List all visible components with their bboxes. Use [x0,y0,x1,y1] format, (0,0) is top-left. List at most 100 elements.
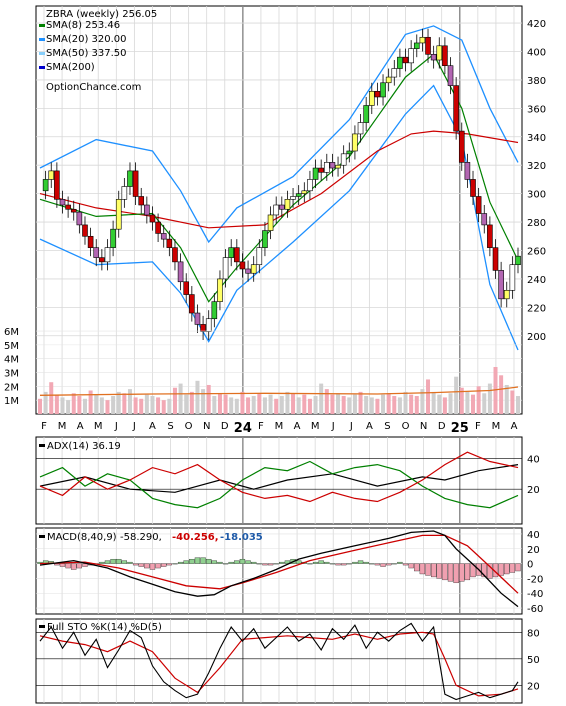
candle-body [189,294,195,314]
stochastic-legend-swatch [39,625,45,628]
x-axis-label: J [132,421,136,432]
candle-body [155,221,161,234]
candle-body [205,318,212,332]
volume-bar [369,397,374,414]
macd-histogram-bar [59,563,66,567]
x-axis-label: M [275,421,284,432]
volume-bar [184,394,189,414]
macd-histogram-bar [296,560,302,564]
adx-legend-swatch [39,444,45,447]
volume-bar [82,398,87,414]
macd-legend-swatch [39,535,45,538]
candle-body [498,270,504,300]
macd-histogram-bar [228,561,234,564]
macd-histogram-bar [341,563,347,566]
volume-bar [454,376,459,414]
candle-body [59,199,66,206]
volume-bar [341,396,346,414]
volume-bar [448,393,453,414]
candle-body [245,268,251,274]
y-tick-label: 240 [527,275,546,286]
volume-average-line [39,386,519,396]
macd-histogram-bar [251,561,257,564]
volume-tick-label: 2M [4,382,19,393]
candle-body [436,45,443,61]
chart-title: ZBRA (weekly) 256.05 [46,9,157,20]
volume-bar [493,367,498,414]
adx-panel: 20 40 ADX(14) 36.19 [35,436,540,525]
macd-histogram-bar [335,563,341,566]
x-axis-label: S [167,421,173,432]
volume-bar [178,383,183,414]
macd-histogram-bar [127,561,133,564]
macd-histogram-bar [436,563,442,579]
volume-bar [262,397,267,414]
stochastic-k-line [39,622,519,701]
x-axis-label: A [149,421,156,432]
volume-bar [403,391,408,414]
volume-bar [94,394,99,414]
volume-bar [409,394,414,414]
macd-histogram-bar [217,561,223,564]
volume-bar [465,391,470,414]
candle-body [329,162,336,169]
x-axis-label: A [366,421,373,432]
macd-histogram-bar [189,558,195,564]
y-tick-label: 360 [527,104,546,115]
candle-body [503,289,510,300]
x-axis-label: A [511,421,518,432]
macd-histogram-bar [279,561,285,564]
macd-panel: 40 20 0 -20 -40 -60 MACD(8,40,9) -58.290, -40.25… [35,527,543,615]
macd-histogram-bar [464,563,471,581]
volume-bar [66,400,71,414]
volume-bar [336,393,341,414]
legend-label: SMA(8) 253.46 [46,20,120,31]
candle-body [76,211,83,226]
volume-bar [88,390,93,414]
volume-bar [330,394,335,414]
macd-histogram-bar [487,563,493,579]
stochastic-d-line [39,631,519,697]
candle-body [65,204,71,210]
macd-histogram-bar [234,560,240,564]
x-axis-label: M [492,421,501,432]
x-axis-label: O [185,421,193,432]
macd-histogram-bar [481,563,487,578]
macd-histogram-bar [312,561,319,564]
macd-histogram-bar [414,563,420,572]
volume-bar [150,396,155,414]
macd-histogram-bar [324,561,330,564]
macd-histogram-bar [206,558,212,564]
macd-histogram-bar [166,563,172,566]
macd-histogram-bar [267,563,274,566]
candle-body [458,130,465,163]
volume-bar [43,391,48,414]
macd-histogram-bar [183,560,189,564]
candle-body [149,214,156,223]
macd-histogram-bar [453,563,459,584]
adx-series-line [39,464,519,493]
macd-histogram-value: -18.035 [220,532,263,543]
volume-bar [510,390,515,414]
macd-signal-value: -40.256, [172,532,219,543]
volume-bar [122,393,127,414]
volume-bar [234,398,239,414]
x-axis-label: J [349,421,353,432]
legend-swatch [39,52,45,55]
candle-body [318,167,324,173]
x-axis-label: N [203,421,210,432]
volume-bar [172,387,177,414]
macd-histogram-bar [369,563,375,565]
candle-body [481,213,488,226]
volume-bar [285,391,290,414]
candle-body [442,45,448,67]
x-axis-label: N [420,421,427,432]
candle-body [42,179,49,192]
macd-histogram-bar [138,563,144,567]
volume-bar [471,394,476,414]
adx-series-line [39,451,519,503]
y-tick-label: 300 [527,190,546,201]
adx-title: ADX(14) 36.19 [47,441,121,452]
macd-histogram-bar [161,563,167,567]
candle-body [447,65,454,86]
